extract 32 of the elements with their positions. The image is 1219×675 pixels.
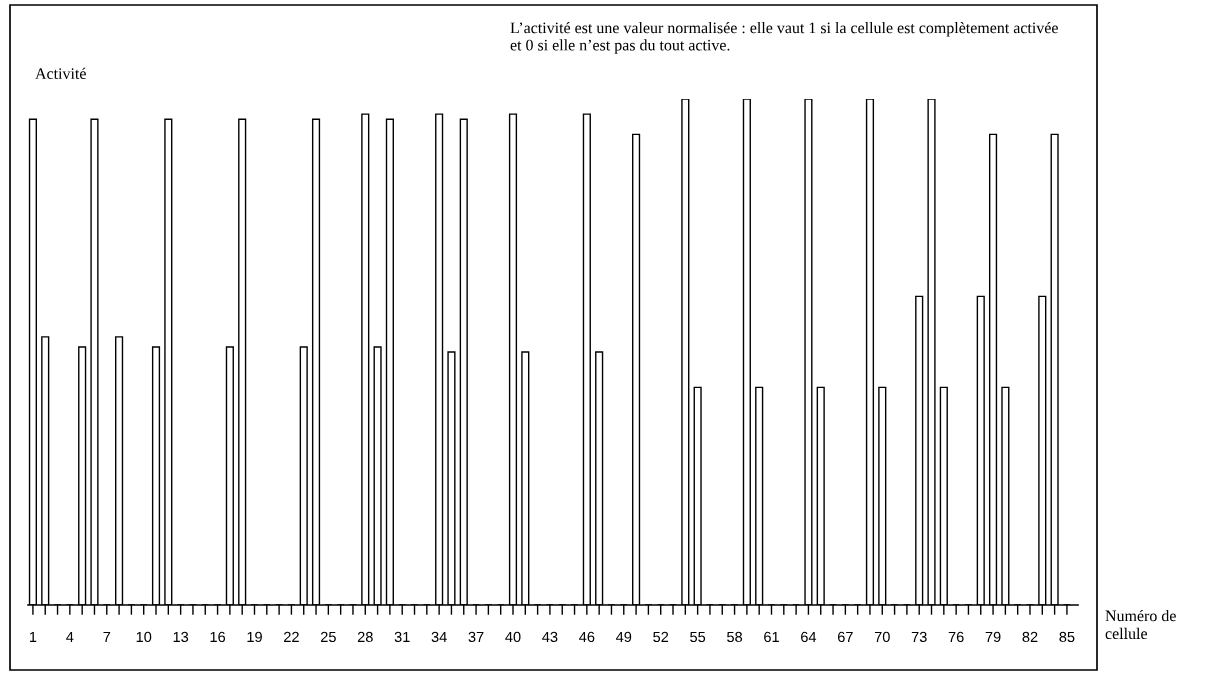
x-tick-label: 79 bbox=[985, 631, 1001, 643]
x-tick-label: 52 bbox=[653, 631, 669, 643]
x-tick-label: 22 bbox=[284, 631, 299, 642]
x-tick-label: 34 bbox=[431, 631, 447, 643]
y-axis-title: Activité bbox=[35, 67, 86, 79]
x-tick-label: 76 bbox=[948, 631, 964, 643]
x-tick-label: 19 bbox=[247, 631, 262, 643]
text: L’activité est une valeur normalisée : elle vaut 1 si la cellule est complètement activée et 0 si elle n’est pas du tout active. bbox=[510, 22, 1058, 54]
x-tick-label: 1 bbox=[29, 631, 37, 642]
x-tick-label: 40 bbox=[505, 631, 521, 643]
x-tick-label: 85 bbox=[1059, 631, 1075, 643]
x-tick-label: 64 bbox=[801, 631, 817, 643]
x-tick-label: 61 bbox=[764, 631, 779, 643]
x-tick-label: 16 bbox=[210, 631, 226, 643]
x-tick-label: 70 bbox=[874, 631, 890, 643]
x-axis-title: Numéro de cellule bbox=[1105, 609, 1176, 640]
x-tick-label: 43 bbox=[542, 631, 558, 643]
x-tick-label: 58 bbox=[727, 631, 743, 643]
x-tick-label: 7 bbox=[103, 631, 111, 642]
x-tick-label: 10 bbox=[136, 631, 152, 643]
x-tick-label: 73 bbox=[911, 631, 927, 643]
x-tick-label: 25 bbox=[320, 631, 336, 643]
x-tick-label: 37 bbox=[468, 631, 484, 643]
x-tick-label: 28 bbox=[357, 631, 373, 643]
x-tick-label: 13 bbox=[173, 631, 189, 643]
x-tick-label: 55 bbox=[690, 631, 706, 643]
x-tick-label: 82 bbox=[1022, 631, 1038, 643]
x-tick-label: 4 bbox=[66, 631, 74, 642]
x-tick-label: 67 bbox=[837, 631, 853, 643]
x-tick-label: 31 bbox=[394, 631, 410, 643]
x-tick-label: 46 bbox=[579, 631, 595, 643]
x-tick-label: 49 bbox=[616, 631, 632, 643]
